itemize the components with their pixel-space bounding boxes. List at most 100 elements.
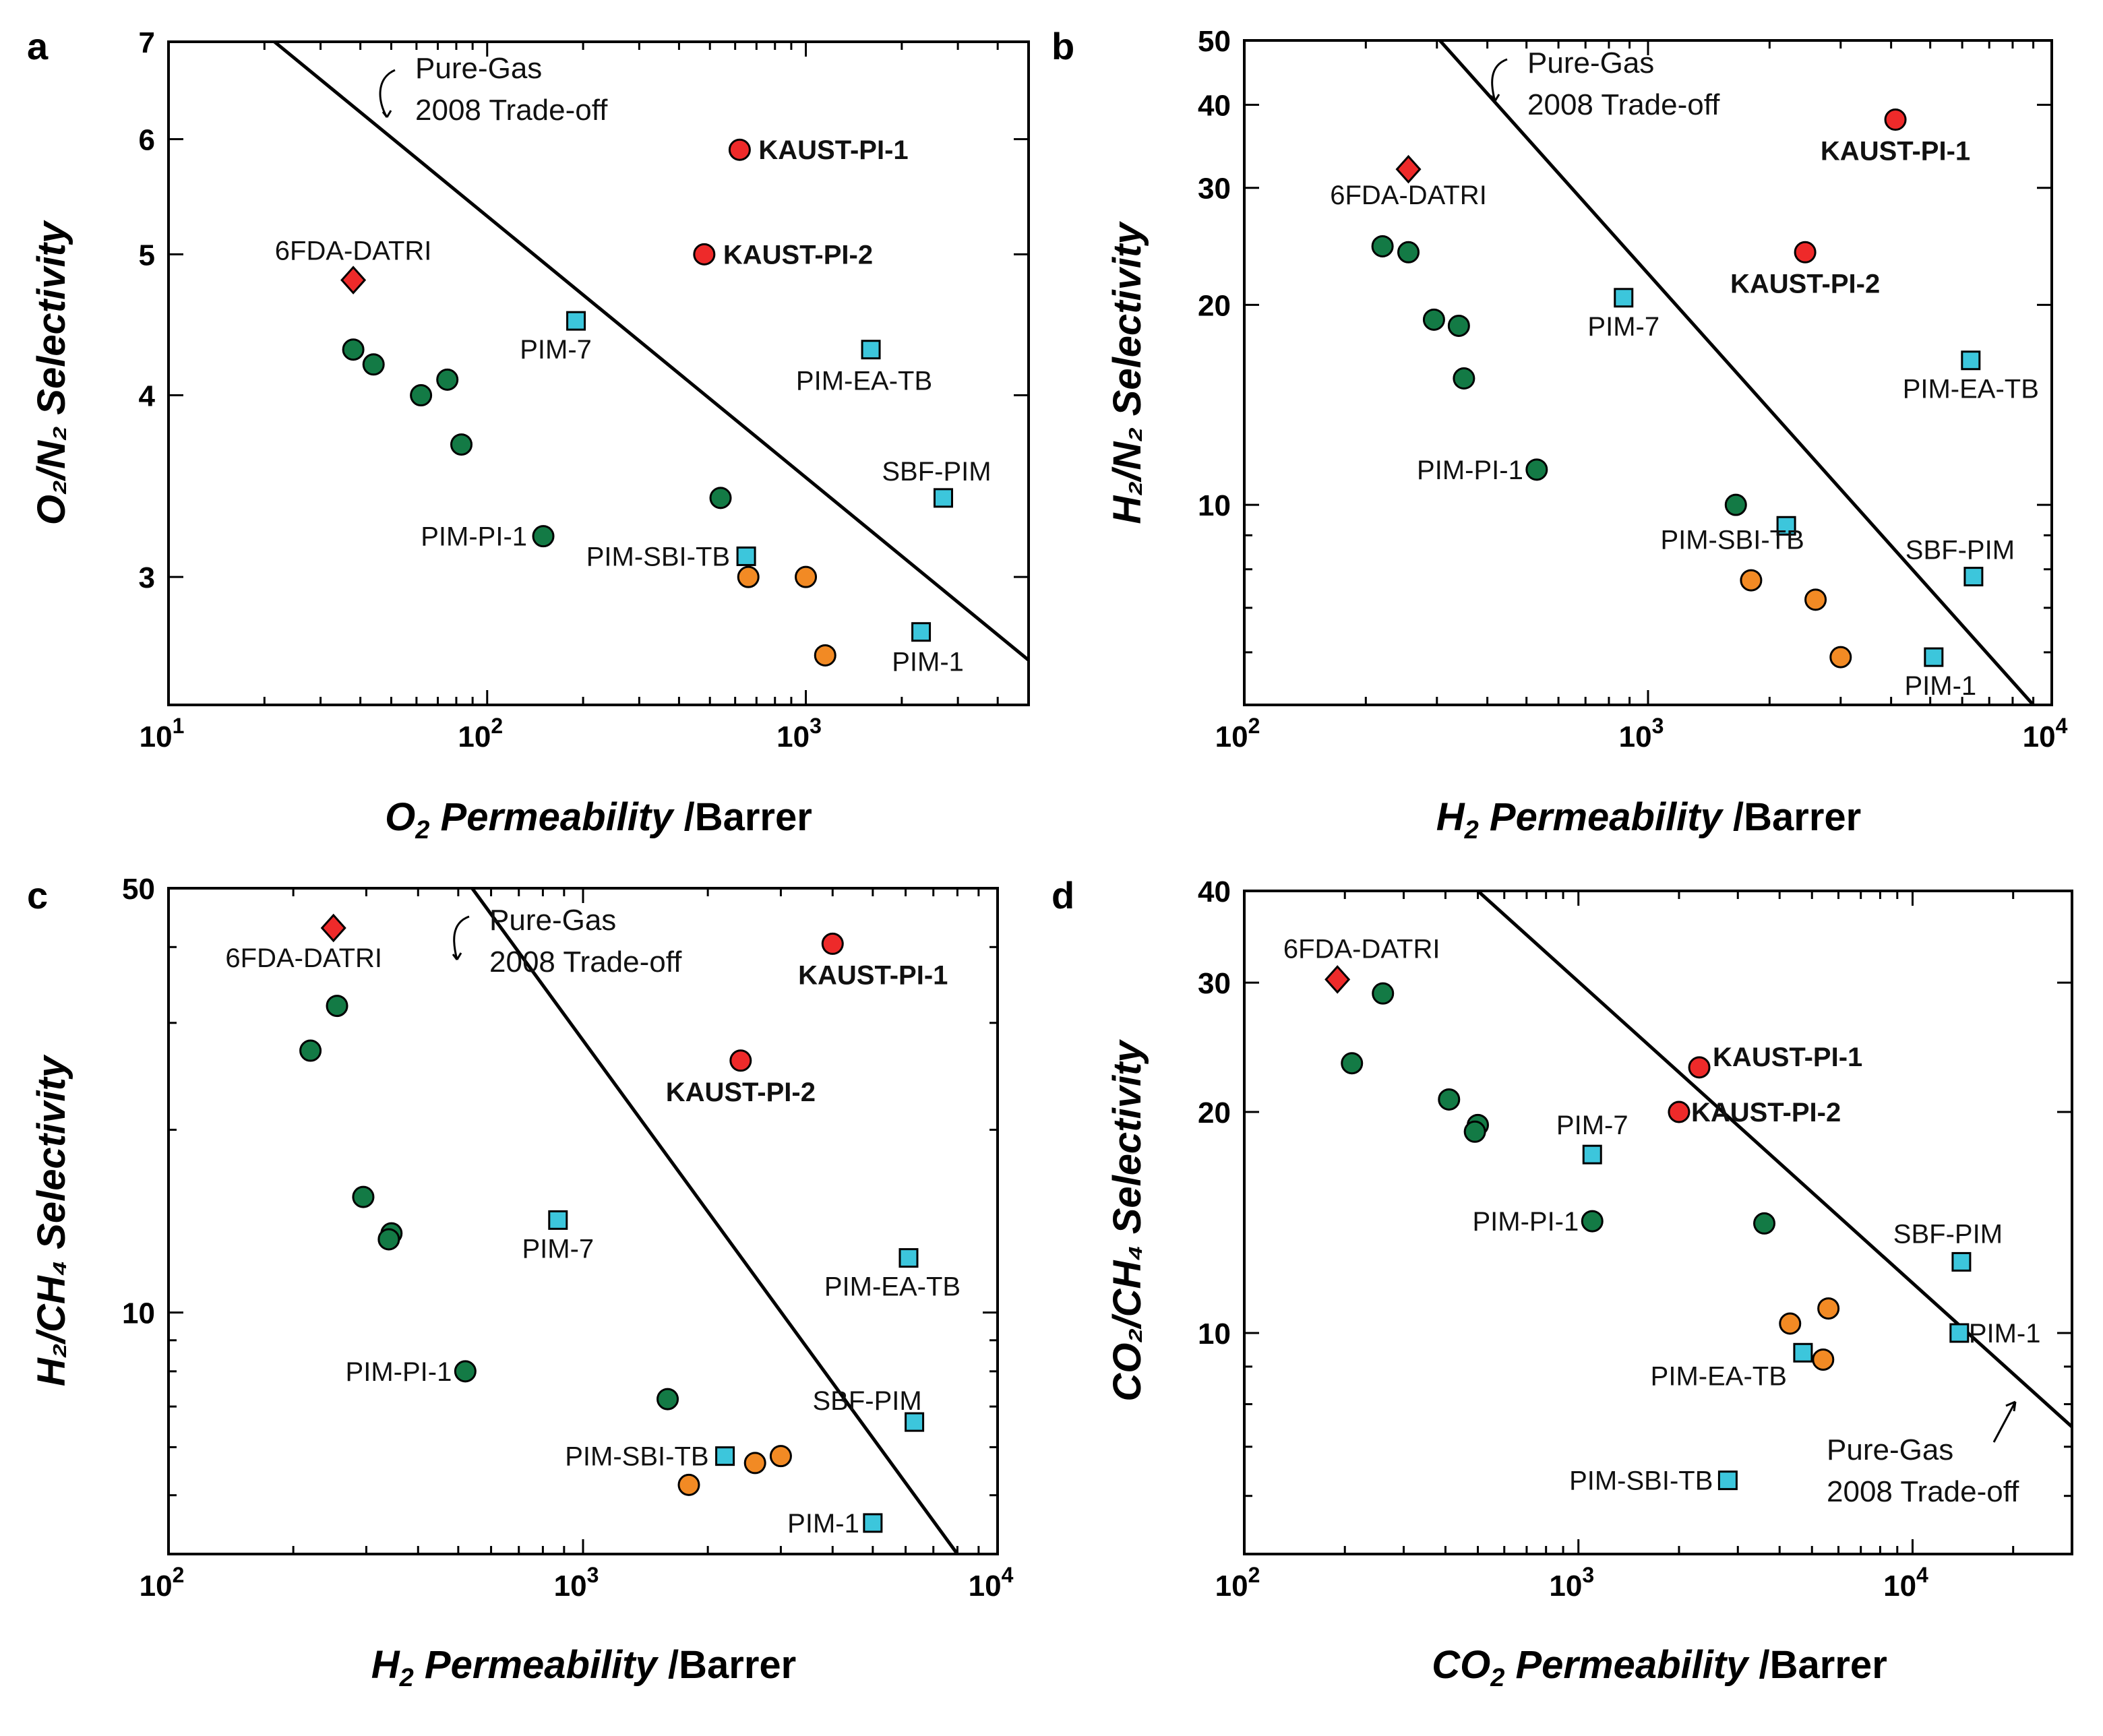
y-axis-title: O₂/N₂ Selectivity [30,220,73,525]
x-tick-label: 102 [1215,1563,1260,1603]
point-label: PIM-EA-TB [796,367,932,396]
point-label: SBF-PIM [1893,1219,2003,1249]
data-point-square [861,340,881,360]
y-tick-label: 10 [1198,1318,1231,1351]
point-label: PIM-7 [522,1234,594,1264]
point-label: SBF-PIM [882,457,991,487]
data-point-circle [1817,1297,1840,1320]
data-point-square [898,1248,919,1268]
data-point-diamond [1395,154,1422,184]
tradeoff-label: Pure-Gas [489,904,616,937]
tradeoff-arrow [379,69,396,118]
y-tick-label: 5 [139,239,155,272]
tradeoff-label: Pure-Gas [1827,1433,1953,1466]
tradeoff-label: 2008 Trade-off [1527,88,1720,121]
panel-letter: a [27,25,49,67]
point-label: PIM-SBI-TB [565,1442,708,1472]
y-axis-title: CO₂/CH₄ Selectivity [1105,1039,1149,1402]
data-point-circle [1397,241,1420,264]
data-point-circle [1753,1212,1776,1235]
x-tick-label: 104 [2023,714,2068,753]
tradeoff-label: Pure-Gas [415,52,542,85]
point-label: 6FDA-DATRI [1283,934,1440,964]
y-axis-title: H₂/CH₄ Selectivity [30,1054,73,1386]
x-tick-label: 103 [1549,1563,1594,1603]
point-label: SBF-PIM [812,1386,921,1416]
tradeoff-label: Pure-Gas [1527,46,1654,80]
data-point-circle [299,1039,322,1062]
y-tick-label: 30 [1198,173,1231,206]
data-point-square [1776,516,1796,536]
x-tick-label: 104 [1883,1563,1928,1603]
data-point-circle [1341,1052,1364,1075]
data-point-circle [728,138,751,161]
data-point-circle [1688,1056,1711,1079]
x-tick-label: 103 [776,714,822,753]
y-tick-label: 6 [139,123,155,156]
point-label: PIM-1 [1904,671,1976,701]
point-label: PIM-1 [892,648,964,677]
tradeoff-line [470,888,959,1554]
data-point-circle [1668,1100,1690,1123]
data-point-circle [693,243,716,266]
point-label: KAUST-PI-2 [1730,269,1880,299]
y-axis-title: H₂/N₂ Selectivity [1105,221,1149,524]
x-tick-label: 102 [1215,714,1260,753]
panel-d: d 102 103 104 10 20 30 40 CO2 Permeability /Barr… [1052,874,2073,1692]
data-point-square [1951,1251,1972,1272]
point-label: PIM-SBI-TB [1569,1466,1713,1496]
data-point-circle [677,1473,700,1496]
tradeoff-arrow [452,915,470,960]
x-tick-label: 101 [140,714,185,753]
panel-letter: d [1052,874,1074,917]
point-label: PIM-PI-1 [1417,456,1523,485]
data-point-square [1582,1144,1602,1165]
point-label: KAUST-PI-1 [1713,1043,1862,1072]
x-axis-title: CO2 Permeability /Barrer [1432,1643,1887,1692]
point-label: PIM-SBI-TB [1660,525,1804,555]
data-point-circle [342,338,365,361]
data-point-circle [1453,367,1475,390]
data-point-square [1793,1342,1813,1363]
data-point-circle [821,932,844,955]
data-point-square [1963,567,1984,587]
point-label: PIM-PI-1 [1472,1207,1579,1237]
tradeoff-arrow [1490,58,1508,102]
data-point-circle [814,644,836,666]
data-point-circle [729,1049,752,1072]
data-point-circle [1884,108,1907,131]
y-tick-label: 10 [122,1297,155,1330]
point-label: 6FDA-DATRI [225,943,382,973]
data-point-circle [454,1360,477,1383]
y-tick-label: 50 [1198,25,1231,58]
point-label: KAUST-PI-1 [798,960,948,990]
y-tick-label: 50 [122,873,155,906]
data-point-circle [410,384,433,407]
tradeoff-line [1476,891,2072,1429]
tradeoff-label: 2008 Trade-off [1827,1475,2019,1508]
point-label: 6FDA-DATRI [1330,181,1487,210]
point-label: PIM-EA-TB [1903,375,2039,404]
point-label: PIM-1 [1969,1319,2041,1348]
y-tick-label: 30 [1198,967,1231,1000]
data-point-diamond [1324,965,1351,994]
x-axis-title: H2 Permeability /Barrer [1436,795,1861,844]
data-point-square [1924,647,1944,667]
plot-frame [1243,890,2073,1555]
x-tick-label: 103 [554,1563,599,1603]
data-point-circle [450,433,473,456]
point-label: KAUST-PI-2 [666,1078,816,1107]
panel-letter: c [27,874,48,917]
data-point-square [548,1210,568,1230]
point-label: PIM-EA-TB [1651,1361,1787,1391]
panel-letter: b [1052,25,1074,67]
point-label: PIM-PI-1 [421,522,527,552]
data-point-circle [1829,646,1852,669]
point-label: PIM-7 [1556,1111,1628,1140]
x-axis-title: O2 Permeability /Barrer [385,795,812,844]
data-point-circle [1724,493,1747,516]
data-point-square [715,1446,735,1466]
data-point-circle [657,1388,679,1410]
data-point-circle [1812,1348,1835,1371]
data-point-circle [1447,314,1470,337]
